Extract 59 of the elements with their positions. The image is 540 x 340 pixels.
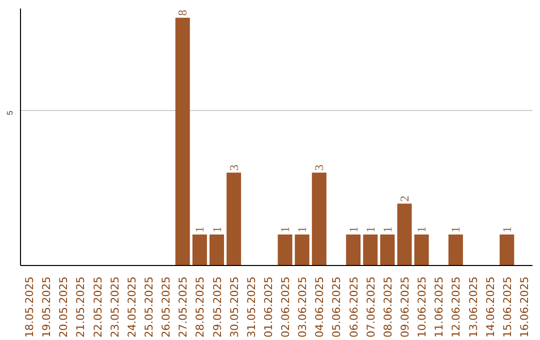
data-label: 1 (346, 226, 360, 233)
x-tick-label: 14.06.2025 (484, 276, 497, 338)
bar (500, 234, 514, 266)
x-tick-label: 25.05.2025 (142, 276, 156, 338)
bar (346, 234, 361, 266)
data-label: 1 (448, 226, 463, 233)
data-label: 2 (398, 196, 412, 202)
data-label: 1 (500, 226, 514, 233)
x-tick-label: 27.05.2025 (176, 276, 190, 338)
data-label: 1 (414, 226, 429, 233)
bar (226, 172, 242, 266)
bar (363, 234, 378, 266)
bar (448, 234, 463, 266)
x-tick-label: 07.06.2025 (364, 276, 378, 338)
x-tick-label: 19.05.2025 (40, 276, 54, 338)
data-label: 1 (295, 226, 310, 233)
data-label: 1 (380, 226, 394, 233)
data-label: 1 (363, 226, 378, 233)
bar (210, 234, 224, 266)
x-tick-label: 28.05.2025 (194, 276, 207, 338)
x-tick-label: 12.06.2025 (450, 276, 463, 338)
bar (312, 172, 326, 266)
data-label: 1 (192, 226, 207, 233)
bar (294, 234, 310, 266)
x-tick-label: 16.06.2025 (518, 276, 531, 338)
data-label: 8 (176, 10, 190, 16)
x-tick-label: 13.06.2025 (466, 276, 480, 338)
x-tick-label: 24.05.2025 (125, 276, 138, 338)
x-tick-label: 02.06.2025 (279, 276, 292, 338)
data-label: 3 (226, 164, 241, 171)
x-tick-label: 01.06.2025 (262, 276, 275, 338)
bar (278, 234, 292, 266)
y-tick-label: 5 (6, 110, 14, 116)
x-tick-label: 31.05.2025 (244, 276, 258, 338)
bar (397, 204, 412, 266)
x-tick-label: 29.05.2025 (210, 276, 224, 338)
x-tick-label: 11.06.2025 (432, 276, 446, 338)
x-tick-label: 04.06.2025 (313, 276, 326, 338)
bar (175, 18, 190, 266)
x-tick-label: 26.05.2025 (160, 276, 173, 338)
x-tick-label: 06.06.2025 (347, 276, 360, 338)
x-tick-label: 03.06.2025 (296, 276, 310, 338)
x-tick-label: 20.05.2025 (57, 276, 70, 338)
data-label: 1 (210, 226, 224, 233)
bar (380, 234, 395, 266)
x-tick-label: 21.05.2025 (74, 276, 88, 338)
bar (192, 234, 207, 266)
x-tick-label: 18.05.2025 (23, 276, 36, 338)
x-tick-label: 05.06.2025 (330, 276, 344, 338)
x-tick-label: 15.06.2025 (500, 276, 514, 338)
x-tick-label: 23.05.2025 (108, 276, 122, 338)
data-label: 3 (312, 164, 326, 171)
x-tick-label: 22.05.2025 (91, 276, 104, 338)
bar (414, 234, 429, 266)
x-tick-label: 08.06.2025 (381, 276, 394, 338)
x-tick-label: 09.06.2025 (398, 276, 412, 338)
x-tick-label: 30.05.2025 (228, 276, 241, 338)
x-tick-label: 10.06.2025 (416, 276, 429, 338)
data-label: 1 (278, 226, 292, 233)
